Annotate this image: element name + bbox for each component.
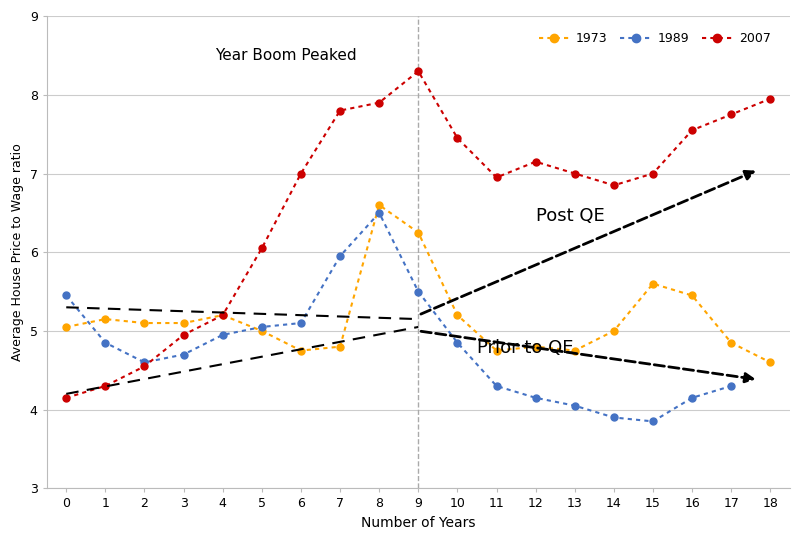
- 1973: [570, 347, 580, 354]
- 1973: [648, 280, 658, 287]
- 1989: [336, 253, 345, 259]
- 2007: [218, 312, 227, 319]
- 2007: [296, 170, 306, 177]
- 2007: [101, 382, 111, 389]
- 2007: [62, 394, 71, 401]
- 1973: [531, 344, 541, 350]
- 2007: [492, 174, 501, 181]
- Text: Prior to QE: Prior to QE: [477, 339, 574, 357]
- 2007: [766, 96, 775, 102]
- 2007: [179, 332, 188, 338]
- 1989: [139, 359, 149, 366]
- 1989: [453, 339, 462, 346]
- 1989: [570, 403, 580, 409]
- Y-axis label: Average House Price to Wage ratio: Average House Price to Wage ratio: [11, 143, 24, 361]
- Line: 2007: 2007: [62, 68, 774, 401]
- 2007: [139, 363, 149, 370]
- 1989: [179, 351, 188, 358]
- 1989: [62, 292, 71, 299]
- 1989: [727, 382, 736, 389]
- 1989: [296, 320, 306, 326]
- 1973: [727, 339, 736, 346]
- 2007: [336, 107, 345, 114]
- 1989: [101, 339, 111, 346]
- 2007: [413, 68, 423, 75]
- 1973: [453, 312, 462, 319]
- 1973: [687, 292, 697, 299]
- 2007: [648, 170, 658, 177]
- 1973: [179, 320, 188, 326]
- 2007: [374, 100, 384, 106]
- 2007: [727, 111, 736, 118]
- 1973: [62, 324, 71, 330]
- Line: 1989: 1989: [62, 209, 735, 425]
- 2007: [453, 135, 462, 141]
- 1989: [257, 324, 267, 330]
- 1973: [257, 328, 267, 334]
- 1973: [218, 312, 227, 319]
- 1989: [609, 414, 618, 421]
- 1973: [766, 359, 775, 366]
- Text: Year Boom Peaked: Year Boom Peaked: [215, 48, 356, 63]
- 1989: [648, 418, 658, 425]
- Line: 1973: 1973: [62, 201, 774, 366]
- 2007: [570, 170, 580, 177]
- 1989: [374, 209, 384, 216]
- 1973: [492, 347, 501, 354]
- 2007: [687, 127, 697, 134]
- 1973: [609, 328, 618, 334]
- 2007: [609, 182, 618, 189]
- 2007: [257, 245, 267, 252]
- 1989: [531, 394, 541, 401]
- X-axis label: Number of Years: Number of Years: [361, 516, 476, 530]
- 1973: [139, 320, 149, 326]
- 1989: [687, 394, 697, 401]
- Legend: 1973, 1989, 2007: 1973, 1989, 2007: [533, 27, 776, 50]
- 1989: [218, 332, 227, 338]
- 1973: [101, 316, 111, 322]
- Text: Post QE: Post QE: [536, 207, 605, 225]
- 1973: [413, 229, 423, 236]
- 1973: [374, 202, 384, 208]
- 1973: [296, 347, 306, 354]
- 1989: [492, 382, 501, 389]
- 1989: [413, 288, 423, 295]
- 2007: [531, 159, 541, 165]
- 1973: [336, 344, 345, 350]
